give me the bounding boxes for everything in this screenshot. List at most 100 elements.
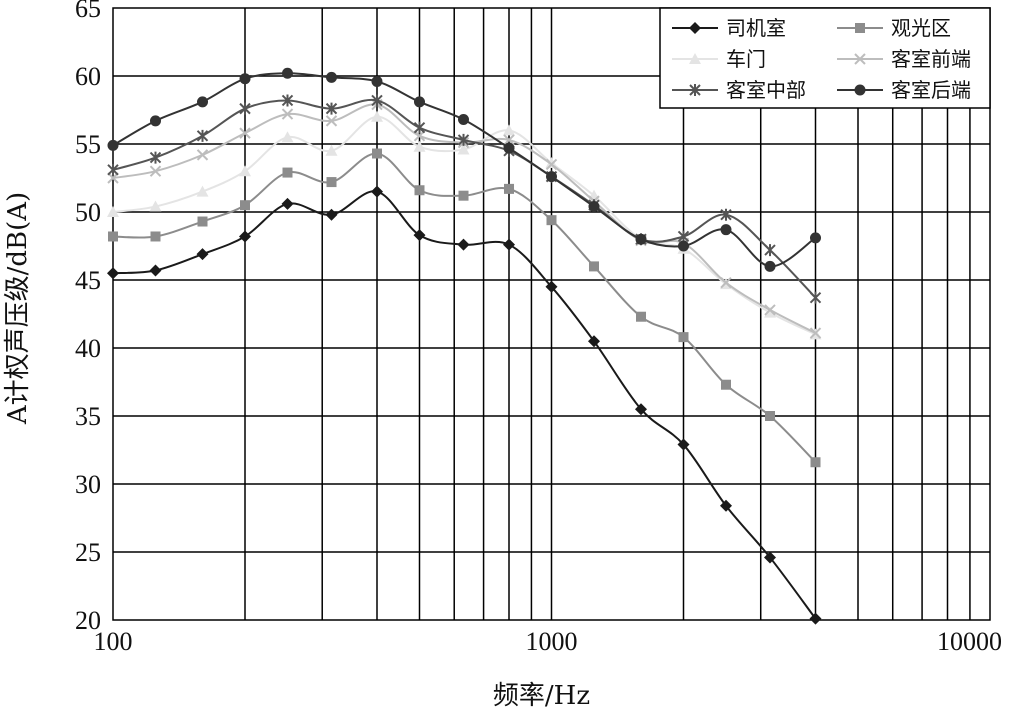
- data-point: [372, 148, 383, 159]
- data-point: [810, 232, 822, 244]
- data-point: [504, 183, 515, 194]
- data-point: [196, 129, 209, 142]
- data-point: [107, 163, 119, 176]
- y-axis-label: A计权声压级/dB(A): [3, 192, 33, 425]
- data-point: [196, 185, 209, 197]
- data-point: [196, 149, 209, 161]
- x-tick-label: 100: [94, 627, 133, 656]
- data-point: [239, 127, 251, 139]
- y-tick-label: 20: [75, 606, 101, 635]
- data-point: [149, 151, 162, 164]
- data-point: [764, 304, 776, 316]
- y-tick-label: 35: [75, 402, 101, 431]
- legend-item: 司机室: [672, 16, 786, 40]
- data-point: [764, 551, 777, 564]
- legend-item: 客室前端: [837, 47, 971, 71]
- data-point: [457, 133, 470, 146]
- data-point: [764, 260, 776, 272]
- data-point: [149, 264, 162, 277]
- data-point: [457, 238, 470, 251]
- data-point: [457, 143, 470, 155]
- data-point: [326, 177, 337, 188]
- data-point: [546, 171, 557, 183]
- data-point: [635, 403, 648, 416]
- data-point: [107, 139, 119, 151]
- legend-item: 车门: [672, 47, 766, 71]
- data-point: [149, 115, 161, 127]
- data-point: [325, 144, 338, 156]
- data-point: [325, 115, 338, 127]
- series-1: [107, 185, 822, 625]
- data-point: [503, 124, 516, 136]
- data-point: [413, 229, 426, 242]
- data-point: [325, 208, 338, 221]
- data-point: [197, 96, 209, 108]
- data-point: [371, 110, 384, 122]
- data-point: [239, 73, 251, 85]
- data-point: [720, 224, 732, 236]
- legend-label: 司机室: [726, 16, 786, 40]
- legend-marker: [689, 84, 701, 96]
- legend-marker: [854, 53, 866, 65]
- data-point: [678, 332, 689, 343]
- data-point: [239, 165, 252, 177]
- data-point: [197, 216, 208, 227]
- data-point: [281, 94, 294, 107]
- x-tick-label: 1000: [526, 627, 578, 656]
- data-point: [587, 335, 600, 348]
- series-2: [108, 148, 821, 468]
- y-tick-label: 45: [75, 266, 101, 295]
- data-point: [371, 94, 383, 107]
- legend-marker: [689, 22, 701, 34]
- data-point: [371, 75, 383, 87]
- data-point: [371, 185, 384, 198]
- legend-marker: [854, 84, 866, 96]
- data-point: [414, 185, 425, 196]
- data-point: [677, 230, 690, 243]
- data-point: [149, 165, 162, 177]
- data-point: [678, 240, 690, 252]
- data-point: [503, 134, 515, 146]
- legend-label: 客室中部: [726, 78, 806, 102]
- data-point: [281, 67, 293, 79]
- data-point: [764, 306, 777, 318]
- data-point: [588, 201, 600, 213]
- data-point: [545, 280, 558, 293]
- y-tick-label: 60: [75, 62, 101, 91]
- data-point: [107, 172, 119, 184]
- data-point: [765, 411, 776, 421]
- data-point: [413, 96, 425, 108]
- data-point: [149, 200, 162, 212]
- data-point: [239, 230, 252, 243]
- data-point: [719, 499, 732, 512]
- data-point: [677, 438, 690, 451]
- data-point: [413, 140, 426, 152]
- data-point: [636, 311, 647, 322]
- data-point: [108, 231, 118, 242]
- legend-label: 观光区: [891, 16, 951, 40]
- y-tick-label: 65: [75, 0, 101, 23]
- data-point: [810, 457, 821, 468]
- legend-item: 观光区: [837, 16, 951, 40]
- data-point: [809, 612, 822, 625]
- y-tick-label: 25: [75, 538, 101, 567]
- data-point: [809, 327, 822, 339]
- data-point: [281, 197, 294, 210]
- data-point: [545, 157, 558, 169]
- data-point: [107, 267, 119, 280]
- data-point: [325, 102, 338, 115]
- data-point: [809, 291, 822, 304]
- data-point: [458, 190, 469, 201]
- series-line: [112, 190, 817, 620]
- legend-item: 客室中部: [672, 78, 806, 102]
- series-6: [107, 67, 822, 272]
- grid-lines: [113, 8, 990, 620]
- legend-label: 客室后端: [891, 78, 971, 102]
- data-point: [282, 167, 293, 178]
- y-tick-labels: 20 25 30 35 40 45 50 55 60 65: [75, 0, 101, 635]
- data-point: [503, 142, 515, 154]
- y-tick-label: 30: [75, 470, 101, 499]
- legend-label: 车门: [726, 47, 766, 71]
